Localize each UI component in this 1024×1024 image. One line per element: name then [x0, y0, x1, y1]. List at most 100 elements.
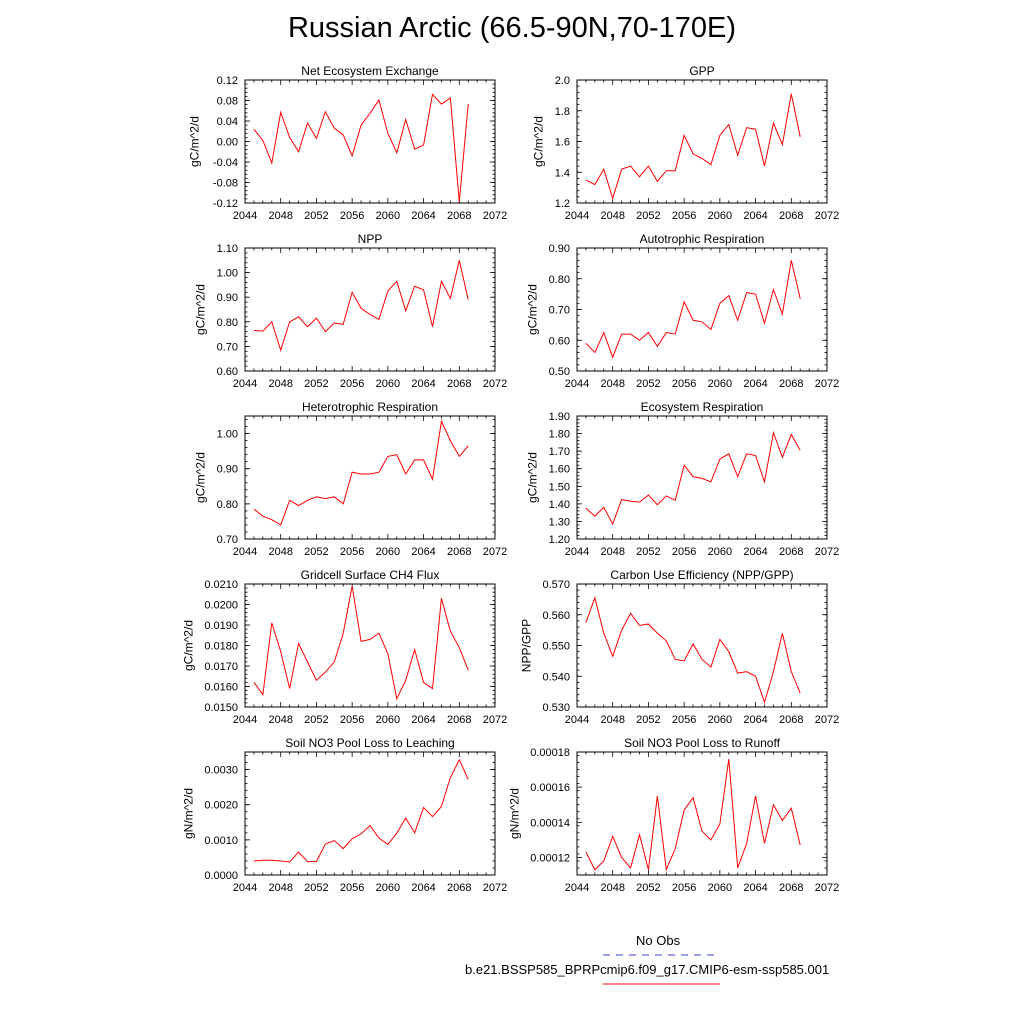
chart-panel-9: 2044 2048 2052 2056 2060 2064 2068 2072 0.0000 0.… — [181, 736, 507, 894]
panel-title: Soil NO3 Pool Loss to Runoff — [624, 736, 781, 750]
x-tick-label: 2072 — [483, 378, 507, 390]
page-title: Russian Arctic (66.5-90N,70-170E) — [287, 12, 737, 44]
y-tick-label: 0.70 — [217, 534, 238, 546]
x-tick-label: 2048 — [600, 714, 624, 726]
x-tick-label: 2072 — [483, 882, 507, 894]
plot-frame — [244, 583, 496, 708]
y-tick-label: 0.0160 — [204, 682, 238, 694]
x-tick-label: 2072 — [815, 546, 839, 558]
y-tick-label: 0.530 — [542, 702, 570, 714]
x-tick-label: 2064 — [411, 378, 435, 390]
x-tick-label: 2048 — [268, 210, 292, 222]
y-tick-label: 1.60 — [549, 464, 570, 476]
x-tick-label: 2048 — [600, 882, 624, 894]
y-tick-label: 1.30 — [549, 516, 570, 528]
x-tick-label: 2068 — [779, 546, 803, 558]
series-line-1 — [253, 93, 469, 203]
y-tick-label: 0.12 — [217, 75, 238, 87]
x-tick-label: 2060 — [376, 714, 400, 726]
y-tick-label: 1.00 — [217, 268, 238, 280]
x-tick-label: 2056 — [340, 378, 364, 390]
x-tick-label: 2056 — [340, 882, 364, 894]
x-tick-label: 2048 — [600, 210, 624, 222]
x-tick-label: 2056 — [672, 546, 696, 558]
x-tick-label: 2056 — [672, 714, 696, 726]
x-tick-label: 2068 — [779, 714, 803, 726]
y-tick-label: 1.2 — [555, 198, 570, 210]
y-tick-label: 0.540 — [542, 671, 570, 683]
y-tick-label: -0.12 — [213, 198, 238, 210]
x-tick-label: 2068 — [447, 714, 471, 726]
x-tick-label: 2060 — [376, 546, 400, 558]
x-tick-label: 2044 — [565, 378, 589, 390]
panel-title: Ecosystem Respiration — [641, 400, 764, 414]
series-line-1 — [585, 260, 801, 359]
chart-panel-4: 2044 2048 2052 2056 2060 2064 2068 2072 0.50 0.60… — [526, 232, 840, 390]
x-tick-label: 2060 — [376, 882, 400, 894]
x-tick-label: 2068 — [447, 210, 471, 222]
x-tick-label: 2052 — [304, 378, 328, 390]
y-tick-label: 0.0000 — [204, 870, 238, 882]
y-tick-label: 0.70 — [549, 305, 570, 317]
panel-title: Heterotrophic Respiration — [302, 400, 438, 414]
y-tick-label: 0.80 — [217, 499, 238, 511]
y-tick-label: 0.90 — [549, 243, 570, 255]
y-axis-label: gN/m^2/d — [181, 788, 195, 839]
plot-frame — [576, 79, 828, 204]
y-tick-label: 0.00012 — [530, 852, 570, 864]
y-axis-label: gC/m^2/d — [526, 284, 540, 335]
panel-title: GPP — [689, 64, 714, 78]
series-line-1 — [585, 430, 801, 526]
x-tick-label: 2068 — [779, 378, 803, 390]
y-tick-label: 0.08 — [217, 96, 238, 108]
x-tick-label: 2060 — [708, 714, 732, 726]
x-tick-label: 2048 — [268, 882, 292, 894]
x-tick-label: 2044 — [233, 546, 257, 558]
y-tick-label: 1.90 — [549, 411, 570, 423]
y-tick-label: 0.80 — [217, 317, 238, 329]
plot-frame — [244, 751, 496, 876]
series-line-1 — [253, 585, 469, 701]
x-tick-label: 2044 — [565, 210, 589, 222]
y-tick-label: -0.08 — [213, 178, 238, 190]
x-tick-label: 2048 — [268, 546, 292, 558]
x-tick-label: 2052 — [636, 378, 660, 390]
y-axis-label: gC/m^2/d — [194, 284, 208, 335]
x-tick-label: 2052 — [636, 210, 660, 222]
y-tick-label: 0.90 — [217, 464, 238, 476]
x-tick-label: 2064 — [411, 882, 435, 894]
panel-title: Soil NO3 Pool Loss to Leaching — [285, 736, 454, 750]
x-tick-label: 2044 — [233, 882, 257, 894]
x-tick-label: 2060 — [708, 378, 732, 390]
chart-panel-1: 2044 2048 2052 2056 2060 2064 2068 2072 -0.12 -0.… — [188, 64, 508, 222]
x-tick-label: 2048 — [600, 378, 624, 390]
x-tick-label: 2048 — [268, 378, 292, 390]
y-tick-label: 0.70 — [217, 341, 238, 353]
y-tick-label: 0.90 — [217, 292, 238, 304]
x-tick-label: 2072 — [815, 378, 839, 390]
x-tick-label: 2048 — [268, 714, 292, 726]
x-tick-label: 2044 — [233, 210, 257, 222]
series-line-1 — [253, 419, 469, 526]
chart-panel-8: 2044 2048 2052 2056 2060 2064 2068 2072 0.530 0.5… — [520, 568, 840, 726]
y-axis-label: gC/m^2/d — [181, 620, 195, 671]
x-tick-label: 2068 — [447, 378, 471, 390]
x-tick-label: 2072 — [815, 714, 839, 726]
legend-obs-label: No Obs — [636, 933, 681, 948]
x-tick-label: 2072 — [815, 210, 839, 222]
x-tick-label: 2064 — [743, 210, 767, 222]
y-axis-label: gC/m^2/d — [532, 116, 546, 167]
y-tick-label: 0.00 — [217, 137, 238, 149]
x-tick-label: 2060 — [376, 210, 400, 222]
series-line-1 — [585, 596, 801, 705]
x-tick-label: 2064 — [743, 882, 767, 894]
y-tick-label: 1.10 — [217, 243, 238, 255]
y-tick-label: 0.0150 — [204, 702, 238, 714]
x-tick-label: 2056 — [672, 210, 696, 222]
y-tick-label: 0.0200 — [204, 600, 238, 612]
x-tick-label: 2064 — [743, 714, 767, 726]
x-tick-label: 2072 — [483, 210, 507, 222]
y-tick-label: 0.550 — [542, 641, 570, 653]
y-tick-label: 1.40 — [549, 499, 570, 511]
